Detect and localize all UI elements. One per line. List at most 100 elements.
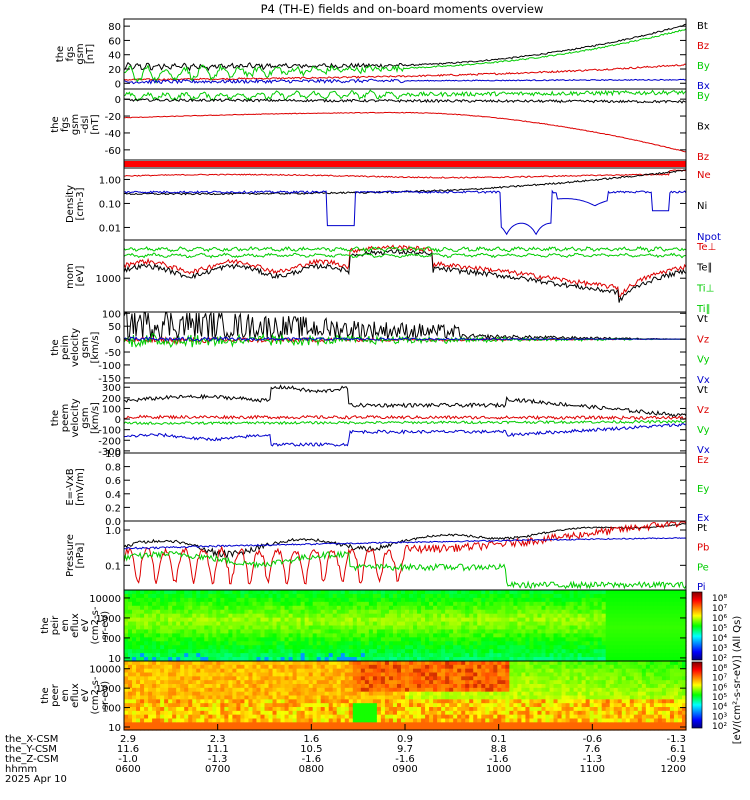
spec-cell (489, 657, 494, 662)
spec-cell (380, 699, 386, 704)
spec-cell (585, 601, 591, 607)
spec-cell (356, 621, 362, 627)
spec-cell (669, 590, 675, 595)
spec-cell (433, 661, 438, 666)
spec-cell (144, 637, 149, 642)
spec-cell (437, 661, 442, 666)
spec-cell (348, 718, 354, 723)
spec-cell (561, 657, 567, 662)
spec-cell (140, 691, 145, 697)
spec-cell (284, 661, 290, 666)
spec-cell (477, 601, 482, 607)
spec-cell (272, 714, 278, 720)
spec-cell (164, 687, 169, 693)
spec-cell (669, 649, 675, 654)
spec-cell (276, 605, 282, 611)
spec-cell (541, 707, 547, 712)
spec-cell (224, 653, 229, 658)
spec-cell (645, 657, 651, 662)
spec-cell (569, 605, 575, 611)
spec-cell (200, 672, 205, 677)
spec-cell (461, 645, 466, 650)
spec-cell (665, 645, 671, 650)
spec-cell (405, 649, 410, 654)
spec-cell (429, 710, 434, 716)
spec-cell (657, 653, 663, 658)
spec-cell (457, 680, 462, 685)
spec-cell (677, 613, 683, 619)
spec-cell (529, 668, 535, 674)
spec-cell (332, 710, 338, 716)
spec-cell (324, 676, 330, 681)
spec-cell (541, 653, 547, 658)
spec-cell (529, 597, 535, 603)
spec-cell (661, 621, 667, 627)
spec-cell (593, 625, 599, 631)
spec-cell (256, 617, 262, 623)
spec-cell (605, 649, 611, 654)
spec-cell (461, 680, 466, 685)
spec-cell (236, 613, 242, 619)
spec-cell (441, 661, 446, 666)
spec-cell (220, 637, 225, 642)
spec-cell (148, 597, 153, 603)
spec-cell (180, 609, 185, 615)
spec-cell (513, 687, 518, 693)
spec-cell (573, 672, 579, 677)
spec-cell (525, 661, 531, 666)
spec-cell (284, 676, 290, 681)
spec-cell (497, 593, 502, 599)
spec-cell (593, 672, 599, 677)
spec-cell (501, 641, 506, 646)
spec-cell (433, 684, 438, 689)
spec-cell (409, 691, 414, 697)
spec-cell (184, 641, 189, 646)
spec-cell (577, 718, 583, 723)
spec-cell (164, 691, 169, 697)
spec-cell (276, 703, 282, 708)
spec-cell (260, 714, 266, 720)
spec-cell (429, 617, 434, 623)
spec-cell (144, 676, 149, 681)
spec-cell (368, 687, 374, 693)
spec-cell (336, 645, 342, 650)
spec-cell (164, 668, 169, 674)
spec-cell (252, 684, 258, 689)
spec-cell (248, 609, 254, 615)
spec-cell (545, 637, 551, 642)
spec-cell (212, 664, 217, 670)
spec-cell (473, 645, 478, 650)
spec-cell (280, 680, 286, 685)
spec-cell (396, 590, 402, 595)
spec-cell (260, 664, 266, 670)
spec-cell (144, 703, 149, 708)
spec-cell (545, 676, 551, 681)
spec-cell (513, 714, 518, 720)
spec-cell (597, 687, 603, 693)
spec-cell (673, 593, 679, 599)
spec-cell (545, 613, 551, 619)
spec-cell (621, 637, 627, 642)
spec-cell (376, 637, 382, 642)
spec-cell (613, 629, 619, 634)
spec-cell (621, 687, 627, 693)
spec-cell (188, 661, 193, 666)
spec-cell (485, 664, 490, 670)
spec-cell (280, 653, 286, 658)
spec-cell (400, 687, 406, 693)
spec-cell (409, 680, 414, 685)
spec-cell (364, 617, 370, 623)
spec-cell (433, 629, 438, 634)
spec-cell (421, 703, 426, 708)
spec-cell (252, 695, 258, 700)
spec-cell (284, 718, 290, 723)
spec-cell (192, 605, 197, 611)
spec-cell (320, 609, 326, 615)
spec-cell (677, 641, 683, 646)
spec-cell (469, 629, 474, 634)
spec-cell (445, 609, 450, 615)
spec-cell (605, 699, 611, 704)
spec-cell (160, 695, 165, 700)
spec-cell (593, 645, 599, 650)
